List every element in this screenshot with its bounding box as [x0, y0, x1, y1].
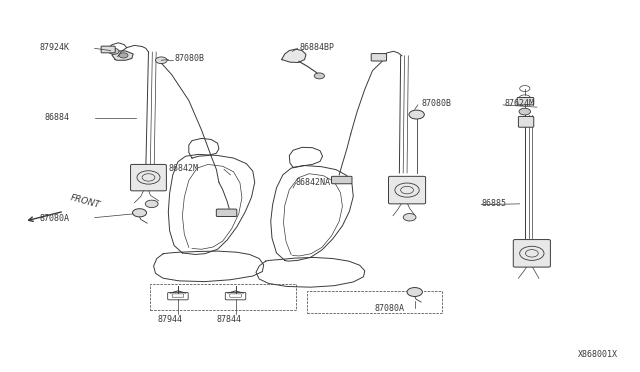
FancyBboxPatch shape [332, 176, 352, 184]
FancyBboxPatch shape [518, 116, 534, 127]
Circle shape [314, 73, 324, 79]
Text: 87080A: 87080A [374, 304, 404, 312]
Text: 86884: 86884 [44, 113, 69, 122]
Circle shape [132, 209, 147, 217]
Circle shape [520, 246, 544, 260]
Text: 86884BP: 86884BP [300, 43, 335, 52]
Text: X868001X: X868001X [578, 350, 618, 359]
Polygon shape [282, 49, 306, 62]
Polygon shape [112, 51, 133, 60]
Text: 87624M: 87624M [504, 99, 534, 108]
Circle shape [137, 171, 160, 184]
FancyBboxPatch shape [513, 240, 550, 267]
Text: 87080B: 87080B [422, 99, 452, 108]
Text: 86885: 86885 [482, 199, 507, 208]
Text: 87924K: 87924K [39, 43, 69, 52]
Text: 87844: 87844 [216, 315, 242, 324]
Text: 86842M: 86842M [168, 164, 198, 173]
FancyBboxPatch shape [101, 46, 115, 53]
Circle shape [109, 48, 119, 54]
Text: 87080B: 87080B [174, 54, 204, 63]
Text: 87080A: 87080A [39, 214, 69, 223]
FancyBboxPatch shape [131, 164, 166, 191]
Text: FRONT: FRONT [69, 193, 101, 210]
FancyBboxPatch shape [216, 209, 237, 217]
Text: 86842NA: 86842NA [296, 178, 331, 187]
Bar [150, 284, 296, 310]
Circle shape [409, 110, 424, 119]
Circle shape [145, 200, 158, 208]
Circle shape [156, 57, 167, 64]
FancyBboxPatch shape [388, 176, 426, 204]
Circle shape [395, 183, 419, 197]
Circle shape [407, 288, 422, 296]
Bar [307, 291, 442, 313]
FancyBboxPatch shape [517, 97, 534, 105]
Circle shape [519, 108, 531, 115]
Text: 87944: 87944 [157, 315, 182, 324]
Circle shape [403, 214, 416, 221]
FancyBboxPatch shape [371, 54, 387, 61]
Circle shape [119, 53, 128, 58]
